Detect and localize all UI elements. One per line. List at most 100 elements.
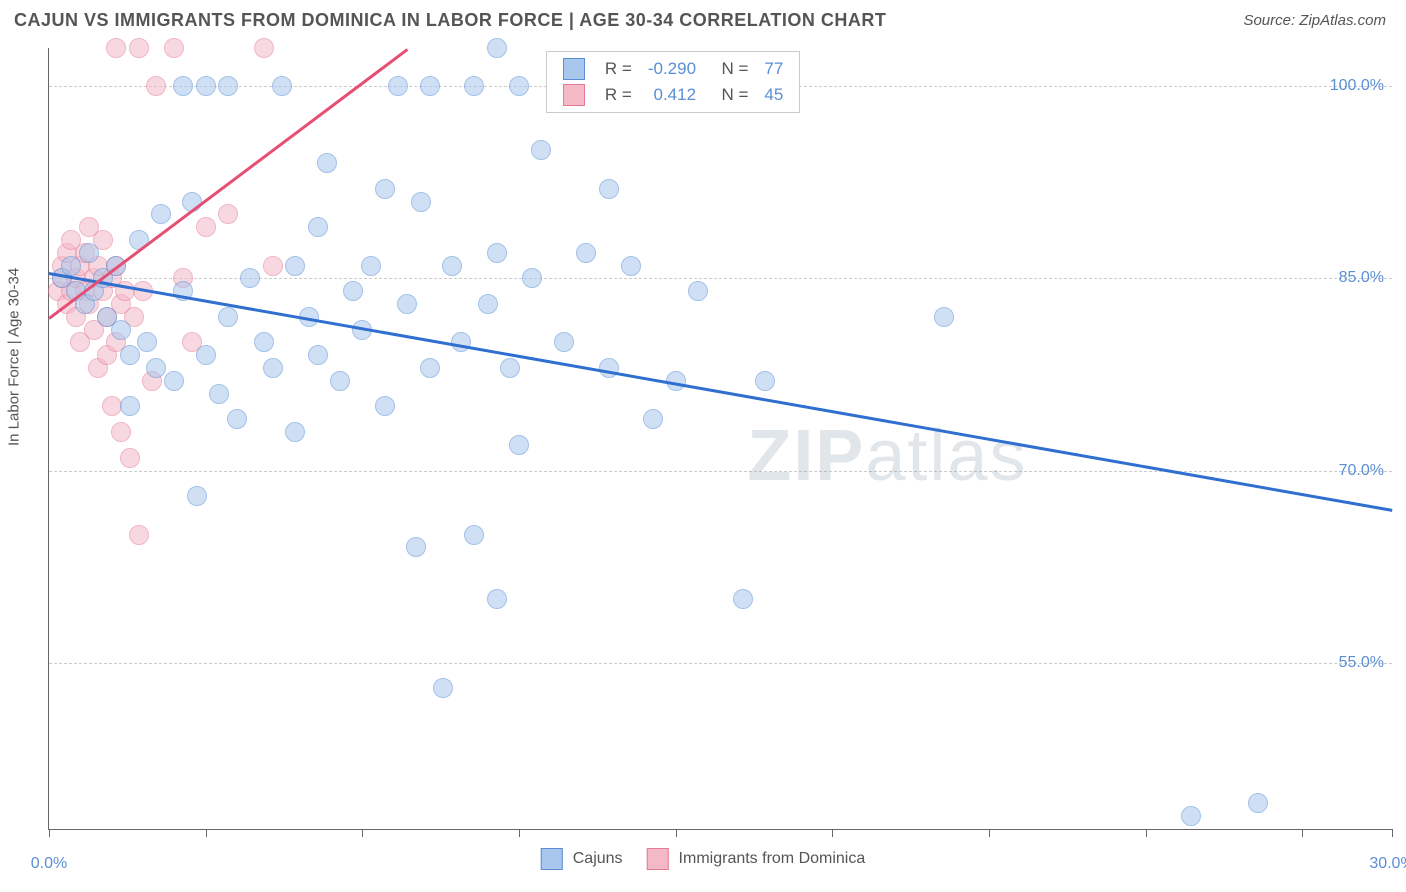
x-tick <box>206 829 207 837</box>
data-point <box>254 332 274 352</box>
data-point <box>420 358 440 378</box>
data-point <box>240 268 260 288</box>
data-point <box>375 396 395 416</box>
data-point <box>411 192 431 212</box>
x-tick <box>676 829 677 837</box>
data-point <box>196 217 216 237</box>
data-point <box>576 243 596 263</box>
legend-swatch-icon <box>647 848 669 870</box>
data-point <box>285 422 305 442</box>
x-tick <box>1392 829 1393 837</box>
chart-title: CAJUN VS IMMIGRANTS FROM DOMINICA IN LAB… <box>14 10 886 31</box>
x-tick-label: 30.0% <box>1369 855 1406 873</box>
scatter-chart: 55.0%70.0%85.0%100.0%0.0%30.0%ZIPatlasR … <box>48 48 1392 830</box>
data-point <box>599 179 619 199</box>
gridline <box>49 471 1392 472</box>
data-point <box>442 256 462 276</box>
x-tick <box>362 829 363 837</box>
data-point <box>531 140 551 160</box>
y-tick-label: 100.0% <box>1330 77 1384 95</box>
data-point <box>196 76 216 96</box>
data-point <box>196 345 216 365</box>
data-point <box>420 76 440 96</box>
data-point <box>397 294 417 314</box>
data-point <box>129 525 149 545</box>
data-point <box>120 448 140 468</box>
data-point <box>218 76 238 96</box>
legend-bottom: Cajuns Immigrants from Dominica <box>541 848 866 870</box>
data-point <box>464 76 484 96</box>
x-tick-label: 0.0% <box>31 855 67 873</box>
data-point <box>308 217 328 237</box>
data-point <box>522 268 542 288</box>
data-point <box>120 345 140 365</box>
legend-label: Immigrants from Dominica <box>679 850 866 868</box>
data-point <box>375 179 395 199</box>
data-point <box>500 358 520 378</box>
x-tick <box>832 829 833 837</box>
data-point <box>554 332 574 352</box>
data-point <box>120 396 140 416</box>
data-point <box>733 589 753 609</box>
data-point <box>317 153 337 173</box>
data-point <box>173 76 193 96</box>
data-point <box>464 525 484 545</box>
data-point <box>308 345 328 365</box>
data-point <box>111 422 131 442</box>
data-point <box>272 76 292 96</box>
data-point <box>643 409 663 429</box>
trend-line <box>49 272 1392 511</box>
data-point <box>146 358 166 378</box>
legend-swatch-icon <box>541 848 563 870</box>
y-tick-label: 55.0% <box>1339 654 1384 672</box>
data-point <box>1181 806 1201 826</box>
x-tick <box>49 829 50 837</box>
data-point <box>129 38 149 58</box>
data-point <box>487 589 507 609</box>
data-point <box>111 320 131 340</box>
data-point <box>361 256 381 276</box>
data-point <box>106 38 126 58</box>
data-point <box>343 281 363 301</box>
data-point <box>151 204 171 224</box>
watermark: ZIPatlas <box>747 415 1027 497</box>
data-point <box>254 38 274 58</box>
data-point <box>263 358 283 378</box>
data-point <box>1248 793 1268 813</box>
data-point <box>406 537 426 557</box>
data-point <box>79 243 99 263</box>
data-point <box>509 435 529 455</box>
x-tick <box>1302 829 1303 837</box>
data-point <box>146 76 166 96</box>
data-point <box>509 76 529 96</box>
data-point <box>164 38 184 58</box>
data-point <box>218 307 238 327</box>
data-point <box>218 204 238 224</box>
data-point <box>285 256 305 276</box>
data-point <box>61 256 81 276</box>
data-point <box>187 486 207 506</box>
legend-item-cajuns: Cajuns <box>541 848 623 870</box>
data-point <box>478 294 498 314</box>
data-point <box>263 256 283 276</box>
data-point <box>330 371 350 391</box>
legend-item-dominica: Immigrants from Dominica <box>647 848 866 870</box>
gridline <box>49 663 1392 664</box>
data-point <box>487 243 507 263</box>
data-point <box>487 38 507 58</box>
data-point <box>688 281 708 301</box>
x-tick <box>989 829 990 837</box>
x-tick <box>519 829 520 837</box>
x-tick <box>1146 829 1147 837</box>
data-point <box>621 256 641 276</box>
correlation-legend: R =-0.290 N =77R =0.412 N =45 <box>546 51 800 113</box>
legend-label: Cajuns <box>573 850 623 868</box>
source-attribution: Source: ZipAtlas.com <box>1243 12 1386 29</box>
data-point <box>137 332 157 352</box>
data-point <box>227 409 247 429</box>
data-point <box>164 371 184 391</box>
data-point <box>599 358 619 378</box>
data-point <box>934 307 954 327</box>
data-point <box>388 76 408 96</box>
data-point <box>755 371 775 391</box>
